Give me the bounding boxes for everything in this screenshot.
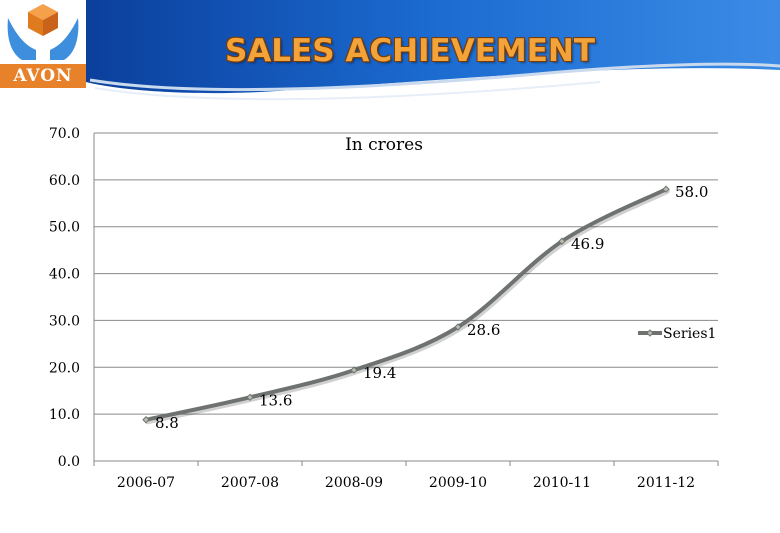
x-tick-label: 2006-07 bbox=[117, 475, 175, 491]
data-label: 8.8 bbox=[155, 414, 179, 432]
series-line bbox=[144, 187, 668, 422]
legend-marker bbox=[646, 329, 654, 337]
y-tick-label: 40.0 bbox=[49, 267, 80, 283]
axes: 0.0 10.0 20.0 30.0 40.0 50.0 60.0 70.0 2006-07 20… bbox=[49, 126, 719, 491]
data-point bbox=[454, 323, 462, 331]
y-tick-label: 70.0 bbox=[49, 126, 80, 142]
legend: Series1 bbox=[638, 326, 716, 342]
y-tick-label: 0.0 bbox=[58, 454, 80, 470]
gridlines bbox=[94, 132, 718, 415]
data-label: 19.4 bbox=[363, 364, 396, 382]
data-point bbox=[558, 237, 566, 245]
data-label: 46.9 bbox=[571, 235, 604, 253]
logo-text: AVON bbox=[0, 64, 86, 88]
page-title: SALES ACHIEVEMENT bbox=[224, 33, 596, 69]
y-tick-label: 60.0 bbox=[49, 173, 80, 189]
data-labels: 8.8 13.6 19.4 28.6 46.9 58.0 bbox=[155, 183, 708, 432]
header-banner bbox=[86, 0, 780, 101]
data-label: 28.6 bbox=[467, 321, 500, 339]
data-point bbox=[350, 366, 358, 374]
data-point bbox=[662, 185, 670, 193]
series-line-shadow bbox=[145, 188, 670, 425]
x-tick-label: 2011-12 bbox=[637, 475, 695, 491]
y-tick-label: 10.0 bbox=[49, 407, 80, 423]
data-point bbox=[142, 416, 150, 424]
logo-hands-icon bbox=[7, 4, 79, 60]
x-tick-label: 2007-08 bbox=[221, 475, 279, 491]
x-tick-label: 2008-09 bbox=[325, 475, 383, 491]
y-tick-label: 30.0 bbox=[49, 313, 80, 329]
line-chart: 0.0 10.0 20.0 30.0 40.0 50.0 60.0 70.0 2006-07 20… bbox=[49, 126, 719, 491]
series-layer bbox=[142, 185, 670, 425]
data-label: 13.6 bbox=[259, 391, 292, 409]
data-label: 58.0 bbox=[675, 183, 708, 201]
x-tick-label: 2009-10 bbox=[429, 475, 487, 491]
x-tick-label: 2010-11 bbox=[533, 475, 591, 491]
y-tick-label: 20.0 bbox=[49, 360, 80, 376]
avon-logo: AVON bbox=[0, 0, 86, 92]
y-tick-label: 50.0 bbox=[49, 220, 80, 236]
legend-label: Series1 bbox=[663, 326, 716, 342]
data-point bbox=[246, 393, 254, 401]
chart-subtitle: In crores bbox=[345, 135, 423, 155]
